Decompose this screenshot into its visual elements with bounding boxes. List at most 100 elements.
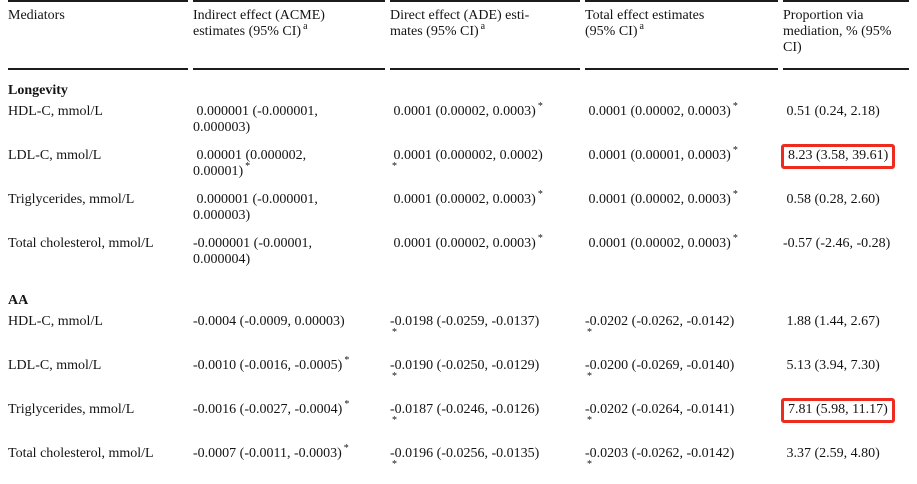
total-cell: -0.0202 (-0.0264, -0.0141) * (585, 402, 778, 446)
total-cell: 0.0001 (0.00001, 0.0003) * (585, 146, 778, 192)
proportion-cell: 3.37 (2.59, 4.80) (783, 446, 909, 484)
cell-value: 1.88 (1.44, 2.67) (783, 314, 880, 329)
cell-value-wrap: 0.0001 (0.00002, 0.0003) * (585, 102, 738, 119)
cell-value-wrap: -0.0007 (-0.0011, -0.0003) * (193, 444, 349, 461)
column-header-label: Proportion via mediation, % (95% CI) (783, 8, 892, 55)
cell-value-wrap: 5.13 (3.94, 7.30) (783, 358, 880, 373)
significance-asterisk: * (732, 189, 738, 201)
significance-asterisk: * (587, 459, 592, 471)
acme-cell: -0.0010 (-0.0016, -0.0005) * (193, 355, 385, 402)
total-cell: 0.0001 (0.00002, 0.0003) * (585, 102, 778, 148)
mediator-label: LDL-C, mmol/L (8, 148, 102, 163)
mediator-label: HDL-C, mmol/L (8, 314, 103, 329)
section-row: AA (8, 280, 909, 314)
cell-value: 0.000001 (-0.000001, 0.000003) (193, 104, 318, 135)
ade-cell: -0.0196 (-0.0256, -0.0135) * (390, 446, 580, 484)
acme-cell: 0.00001 (0.000002, 0.00001) * (193, 148, 385, 192)
cell-value: -0.0198 (-0.0259, -0.0137) (390, 314, 540, 329)
ade-cell: -0.0190 (-0.0250, -0.0129) * (390, 358, 580, 402)
proportion-cell: 5.13 (3.94, 7.30) (783, 358, 909, 402)
highlight-box: 8.23 (3.58, 39.61) (781, 144, 896, 169)
mediator-cell: LDL-C, mmol/L (8, 148, 188, 192)
cell-value-wrap: -0.0190 (-0.0250, -0.0129) * (390, 358, 539, 389)
cell-value: 0.0001 (0.00002, 0.0003) (390, 236, 536, 251)
cell-value-wrap: -0.0196 (-0.0256, -0.0135) * (390, 446, 539, 477)
table-row: Triglycerides, mmol/L 0.000001 (-0.00000… (8, 189, 909, 236)
cell-value: -0.0196 (-0.0256, -0.0135) (390, 446, 540, 461)
significance-asterisk: * (537, 101, 543, 113)
cell-value-wrap: 0.0001 (0.00002, 0.0003) * (390, 101, 543, 119)
cell-value-wrap: 0.58 (0.28, 2.60) (783, 192, 880, 207)
column-header-label: Direct effect (ADE) esti- mates (95% CI) (390, 8, 530, 39)
significance-asterisk: * (392, 459, 397, 471)
column-header-direct-effect: Direct effect (ADE) esti- mates (95% CI)… (390, 0, 580, 70)
significance-asterisk: * (537, 189, 543, 201)
cell-value: 0.00001 (0.000002, 0.00001) (193, 148, 307, 179)
significance-asterisk: * (392, 161, 397, 173)
table-row: Total cholesterol, mmol/L -0.000001 (-0.0… (8, 234, 909, 280)
total-cell: 0.0001 (0.00002, 0.0003) * (585, 234, 778, 280)
proportion-cell: -0.57 (-2.46, -0.28) (783, 236, 909, 280)
ade-cell: 0.0001 (0.00002, 0.0003) * (390, 234, 580, 280)
table-row: HDL-C, mmol/L -0.0004 (-0.0009, 0.00003) -… (8, 314, 909, 358)
cell-value-wrap: -0.0203 (-0.0262, -0.0142) * (585, 446, 734, 477)
proportion-cell: 0.58 (0.28, 2.60) (783, 192, 909, 236)
cell-value-wrap: -0.0202 (-0.0262, -0.0142) * (585, 314, 734, 345)
mediator-cell: Total cholesterol, mmol/L (8, 446, 188, 484)
cell-value: -0.0016 (-0.0027, -0.0004) (193, 402, 343, 417)
cell-value: 3.37 (2.59, 4.80) (783, 446, 880, 461)
cell-value: 0.51 (0.24, 2.18) (783, 104, 880, 119)
proportion-cell: 1.88 (1.44, 2.67) (783, 314, 909, 358)
cell-value: 0.0001 (0.00002, 0.0003) (390, 104, 536, 119)
table-row: LDL-C, mmol/L 0.00001 (0.000002, 0.00001… (8, 144, 909, 192)
cell-value: -0.0010 (-0.0016, -0.0005) (193, 358, 343, 373)
mediator-cell: Triglycerides, mmol/L (8, 402, 188, 446)
cell-value-wrap: 0.0001 (0.00001, 0.0003) * (585, 146, 738, 163)
mediator-cell: LDL-C, mmol/L (8, 358, 188, 402)
cell-value-wrap: 0.0001 (0.00002, 0.0003) * (390, 234, 543, 251)
ade-cell: -0.0198 (-0.0259, -0.0137) * (390, 314, 580, 358)
cell-value-wrap: 0.0001 (0.000002, 0.0002) * (390, 148, 543, 179)
cell-value-wrap: -0.0200 (-0.0269, -0.0140) * (585, 358, 734, 389)
cell-value-wrap: 7.81 (5.98, 11.17) (781, 398, 895, 423)
total-cell: -0.0200 (-0.0269, -0.0140) * (585, 358, 778, 402)
column-header-label: Indirect effect (ACME) estimates (95% CI… (193, 8, 325, 39)
cell-value-wrap: -0.0016 (-0.0027, -0.0004) * (193, 400, 349, 417)
significance-asterisk: * (344, 355, 350, 367)
table-header: Mediators Indirect effect (ACME) estimate… (8, 0, 909, 70)
mediator-cell: Total cholesterol, mmol/L (8, 236, 188, 280)
cell-value-wrap: -0.0202 (-0.0264, -0.0141) * (585, 402, 734, 433)
cell-value: -0.000001 (-0.00001, 0.000004) (193, 236, 312, 267)
significance-asterisk: * (587, 327, 592, 339)
mediator-label: Triglycerides, mmol/L (8, 192, 135, 207)
significance-asterisk: * (587, 415, 592, 427)
ade-cell: 0.0001 (0.00002, 0.0003) * (390, 101, 580, 148)
highlight-box: 7.81 (5.98, 11.17) (781, 398, 895, 423)
cell-value: -0.0187 (-0.0246, -0.0126) (390, 402, 540, 417)
section-row: Longevity (8, 70, 909, 104)
cell-value-wrap: -0.000001 (-0.00001, 0.000004) (193, 236, 312, 267)
mediator-label: Total cholesterol, mmol/L (8, 236, 154, 251)
cell-value-wrap: 0.000001 (-0.000001, 0.000003) (193, 192, 318, 223)
cell-value-wrap: 1.88 (1.44, 2.67) (783, 314, 880, 329)
section-header: Longevity (8, 83, 68, 98)
proportion-cell: 8.23 (3.58, 39.61) (781, 144, 909, 192)
table-row: Total cholesterol, mmol/L -0.0007 (-0.001… (8, 444, 909, 484)
footnote-marker: a (639, 21, 644, 33)
table-body: Longevity HDL-C, mmol/L 0.000001 (-0.0000… (8, 70, 909, 484)
acme-cell: 0.000001 (-0.000001, 0.000003) (193, 104, 385, 148)
cell-value: -0.0203 (-0.0262, -0.0142) (585, 446, 735, 461)
cell-value: 0.0001 (0.00002, 0.0003) (585, 236, 731, 251)
cell-value-wrap: 0.0001 (0.00002, 0.0003) * (585, 234, 738, 251)
cell-value-wrap: 0.0001 (0.00002, 0.0003) * (585, 189, 738, 207)
cell-value: -0.0202 (-0.0264, -0.0141) (585, 402, 735, 417)
cell-value-wrap: 0.00001 (0.000002, 0.00001) * (193, 148, 306, 179)
cell-value-wrap: 8.23 (3.58, 39.61) (781, 144, 896, 169)
cell-value: 0.0001 (0.00001, 0.0003) (585, 148, 731, 163)
cell-value: 7.81 (5.98, 11.17) (788, 402, 888, 417)
significance-asterisk: * (392, 371, 397, 383)
proportion-cell: 0.51 (0.24, 2.18) (783, 104, 909, 148)
cell-value: -0.0200 (-0.0269, -0.0140) (585, 358, 735, 373)
header-row: Mediators Indirect effect (ACME) estimate… (8, 0, 909, 70)
cell-value: 0.0001 (0.00002, 0.0003) (585, 192, 731, 207)
